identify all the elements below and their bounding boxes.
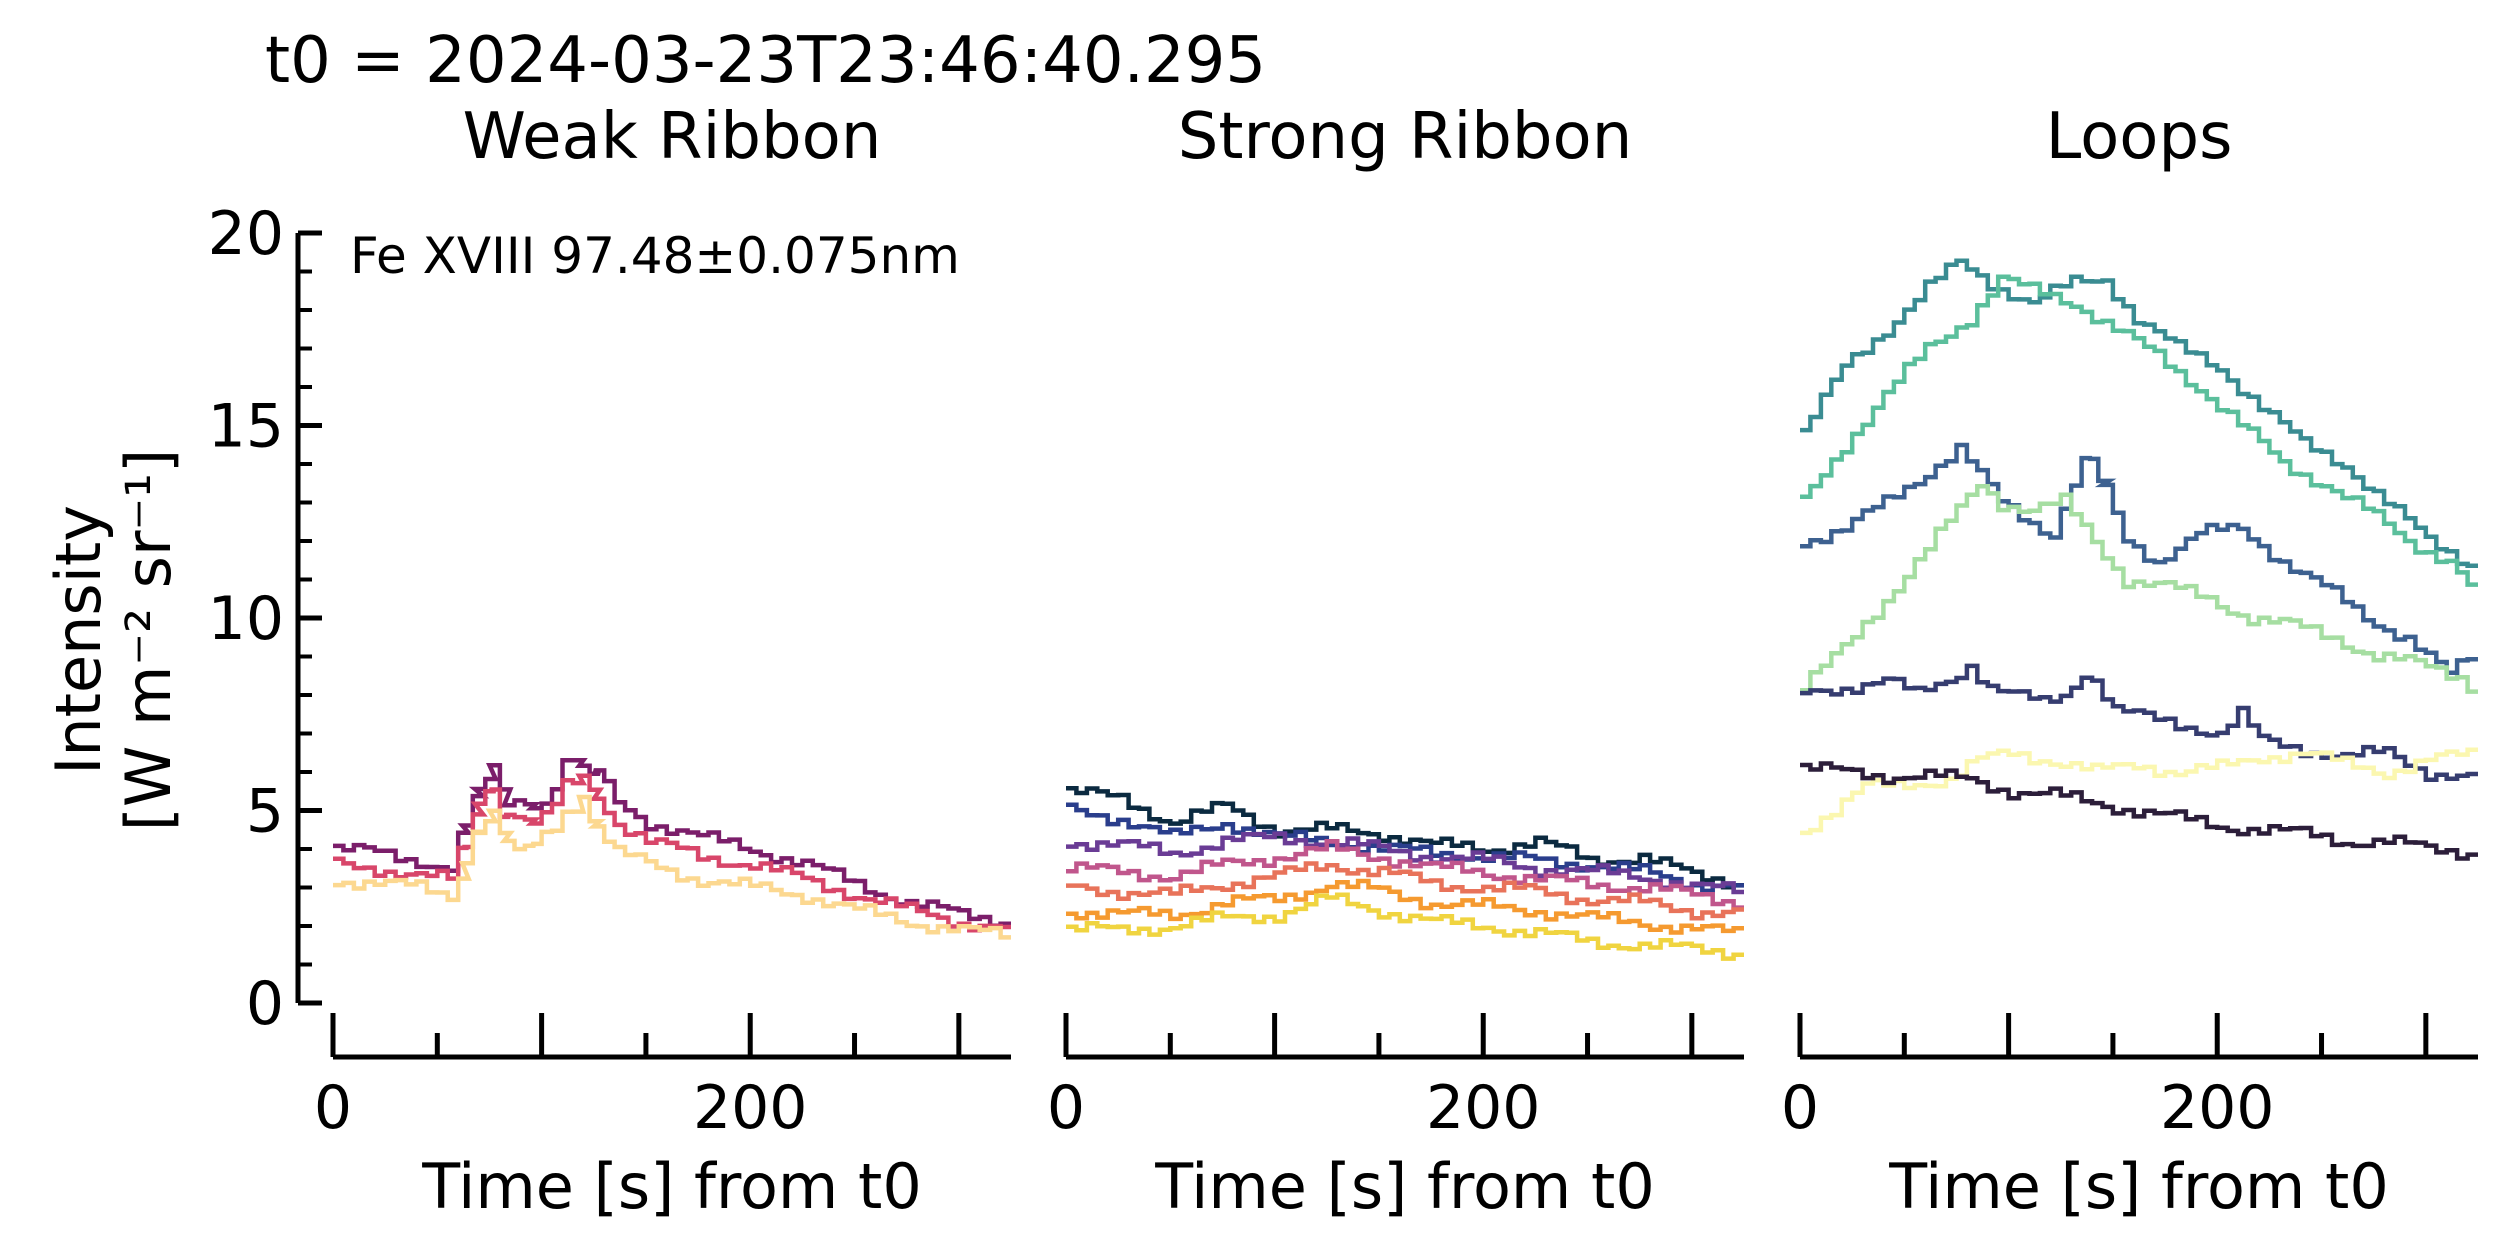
series-line <box>333 773 1011 933</box>
panel-title: Strong Ribbon <box>1178 100 1633 174</box>
x-tick-label: 200 <box>693 1073 808 1143</box>
panel-title: Weak Ribbon <box>463 100 882 174</box>
series-line <box>1800 258 2478 569</box>
y-tick-label: 5 <box>246 777 284 847</box>
y-axis: 0 5 10 15 20 <box>208 199 322 1039</box>
series-line <box>1066 802 1744 894</box>
x-tick-label: 200 <box>1426 1073 1541 1143</box>
series-line <box>1066 839 1744 910</box>
series-line <box>1066 878 1744 935</box>
series-line <box>333 794 1011 940</box>
y-axis-label-line1: Intensity <box>42 505 115 775</box>
x-tick-label: 0 <box>1781 1073 1819 1143</box>
series-line <box>1800 442 2478 675</box>
y-tick-label: 15 <box>208 392 284 462</box>
series-line <box>1800 663 2478 782</box>
x-axis-label: Time [s] from t0 <box>1888 1150 2389 1223</box>
x-axis-label: Time [s] from t0 <box>421 1150 922 1223</box>
x-tick-label: 0 <box>314 1073 352 1143</box>
series-line <box>1800 747 2478 836</box>
x-tick-label: 200 <box>2160 1073 2275 1143</box>
y-axis-label-group: Intensity [W m⁻² sr⁻¹] <box>42 449 185 831</box>
line-annotation: Fe XVIII 97.48±0.075nm <box>350 227 960 285</box>
series-line <box>1800 483 2478 694</box>
y-tick-label: 10 <box>208 584 284 654</box>
x-axis-label: Time [s] from t0 <box>1154 1150 1655 1223</box>
series-line <box>1066 831 1744 895</box>
y-axis-label-line2: [W m⁻² sr⁻¹] <box>112 449 185 831</box>
series-line <box>1066 861 1744 921</box>
series-line <box>1800 761 2478 861</box>
series-line <box>1800 274 2478 587</box>
y-tick-label: 0 <box>246 969 284 1039</box>
series-line <box>1066 892 1744 961</box>
x-tick-label: 0 <box>1047 1073 1085 1143</box>
panel-title: Loops <box>2046 100 2233 174</box>
figure-title: t0 = 2024-03-23T23:46:40.295 <box>265 24 1266 98</box>
y-tick-label: 20 <box>208 199 284 269</box>
